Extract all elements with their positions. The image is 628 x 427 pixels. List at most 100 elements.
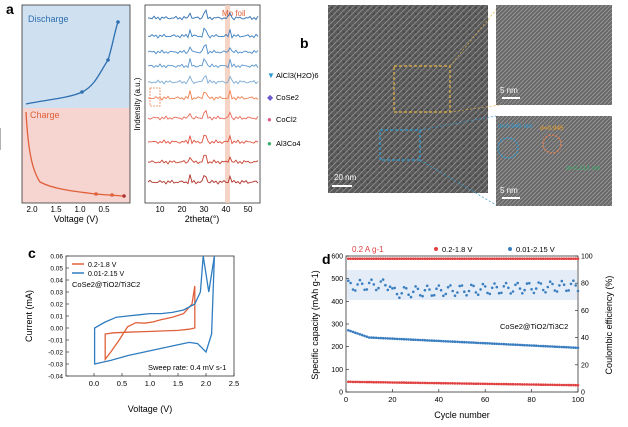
cycle-ytick-label: 600 — [331, 254, 343, 261]
cycle-point-1 — [537, 257, 540, 261]
cycle-material-label: CoSe2@TiO2/Ti3C2 — [500, 322, 568, 331]
cycle-point-3 — [548, 345, 552, 348]
cycle-point-3 — [430, 339, 434, 342]
cycle-point-1 — [354, 257, 357, 261]
cycle-point-2 — [449, 284, 452, 287]
cycle-y2tick-label: 80 — [581, 281, 589, 288]
cycle-point-2 — [446, 285, 450, 289]
cycle-point-4 — [388, 381, 392, 384]
scale-top-label: 5 nm — [500, 86, 518, 95]
cycle-point-3 — [516, 343, 519, 347]
cycle-point-4 — [435, 381, 438, 385]
cycle-point-4 — [358, 380, 362, 384]
cycle-point-1 — [481, 257, 485, 261]
cycle-point-4 — [381, 381, 385, 384]
cycle-point-2 — [558, 284, 561, 287]
cycle-point-1 — [479, 257, 482, 261]
cycle-point-4 — [539, 383, 543, 387]
cycle-point-4 — [347, 380, 350, 384]
lattice-label-1: d=0.945 nm — [498, 123, 533, 130]
cv-axes: 0.0 0.5 1.0 1.5 2.0 2.5 -0.04 -0.03 -0.02 -0.01 0.… — [48, 254, 239, 389]
cycle-point-2 — [425, 284, 429, 288]
cycle-point-4 — [565, 383, 568, 387]
cycle-point-1 — [351, 257, 355, 261]
cycle-point-1 — [460, 257, 464, 261]
cycle-point-2 — [356, 283, 359, 286]
cycle-point-4 — [497, 382, 501, 386]
cycle-point-1 — [423, 257, 427, 261]
cv-annotation: Sweep rate: 0.4 mV s-1 — [148, 363, 226, 372]
cycle-point-1 — [490, 257, 494, 261]
cycle-point-4 — [446, 382, 450, 385]
cycle-point-2 — [502, 285, 506, 288]
cycle-point-2 — [553, 289, 557, 292]
cycle-point-4 — [386, 381, 390, 384]
cycle-point-2 — [409, 295, 413, 299]
cycle-point-3 — [402, 337, 406, 341]
cycle-point-1 — [530, 257, 533, 261]
cv-legend-2: 0.01-2.15 V — [88, 271, 125, 278]
cycle-point-3 — [495, 342, 499, 346]
cycle-point-1 — [367, 257, 371, 261]
cycle-point-3 — [539, 344, 543, 348]
cycle-point-2 — [567, 289, 570, 292]
lattice-label-3: d=0.213 nm — [566, 165, 601, 172]
cycle-point-3 — [451, 340, 455, 343]
cycle-point-2 — [460, 284, 464, 287]
cycle-ytick-label: 200 — [331, 344, 343, 351]
xrd-patterns — [147, 8, 259, 185]
cycle-point-1 — [439, 257, 443, 261]
cycle-point-1 — [562, 257, 566, 261]
charge-region — [22, 108, 130, 203]
cycle-point-1 — [388, 257, 392, 261]
scale-bottom-label: 5 nm — [500, 186, 518, 195]
cycle-point-4 — [356, 380, 359, 384]
cycle-point-3 — [541, 344, 545, 348]
cycle-point-4 — [463, 382, 466, 385]
cv-material-label: CoSe2@TiO2/Ti3C2 — [72, 280, 140, 289]
xrd-pattern-line — [147, 154, 259, 165]
cv-ytick-label: 0.05 — [50, 266, 63, 273]
cycle-point-3 — [534, 344, 538, 348]
cycle-point-1 — [414, 257, 417, 261]
cycle-point-3 — [439, 339, 443, 343]
cycle-point-4 — [453, 382, 457, 385]
cycle-point-3 — [435, 339, 438, 343]
cycle-point-1 — [437, 257, 441, 261]
cycle-point-1 — [407, 257, 410, 261]
cycle-point-2 — [428, 288, 431, 291]
cycle-point-3 — [388, 337, 392, 340]
cycle-point-2 — [516, 281, 519, 285]
a-xtick-4: 0.5 — [98, 205, 110, 214]
cycle-legend-1: 0.2-1.8 V — [442, 245, 472, 254]
panel-label-a: a — [6, 1, 14, 17]
cycle-point-4 — [525, 383, 529, 386]
lattice-circle-2 — [542, 134, 562, 154]
cycle-point-1 — [467, 257, 471, 261]
tem-main-image — [328, 5, 488, 193]
cycle-point-3 — [379, 336, 383, 340]
cycle-point-3 — [509, 343, 512, 346]
cycle-point-1 — [470, 257, 473, 261]
cycle-point-2 — [439, 288, 443, 292]
cycle-point-3 — [528, 344, 531, 347]
cycle-xtick-label: 40 — [435, 395, 443, 404]
cycle-point-1 — [409, 257, 413, 261]
cycle-point-2 — [518, 287, 522, 290]
cycle-point-2 — [442, 294, 445, 298]
tem-zoom-box-1 — [393, 65, 451, 113]
cycle-point-1 — [393, 257, 397, 261]
cycle-point-2 — [370, 278, 373, 282]
cycle-point-4 — [476, 382, 480, 386]
cycle-point-1 — [377, 257, 380, 261]
cycle-point-3 — [360, 333, 364, 337]
zoom-line-4 — [419, 159, 497, 206]
xrd-pattern-line — [147, 44, 259, 55]
cycle-point-4 — [474, 382, 478, 386]
cycle-point-4 — [511, 382, 515, 386]
cycle-point-4 — [555, 383, 559, 387]
cycle-point-2 — [363, 288, 366, 292]
cv-ytick-label: 0.00 — [50, 326, 63, 333]
cycle-point-4 — [465, 382, 468, 385]
cycle-point-3 — [444, 340, 448, 343]
